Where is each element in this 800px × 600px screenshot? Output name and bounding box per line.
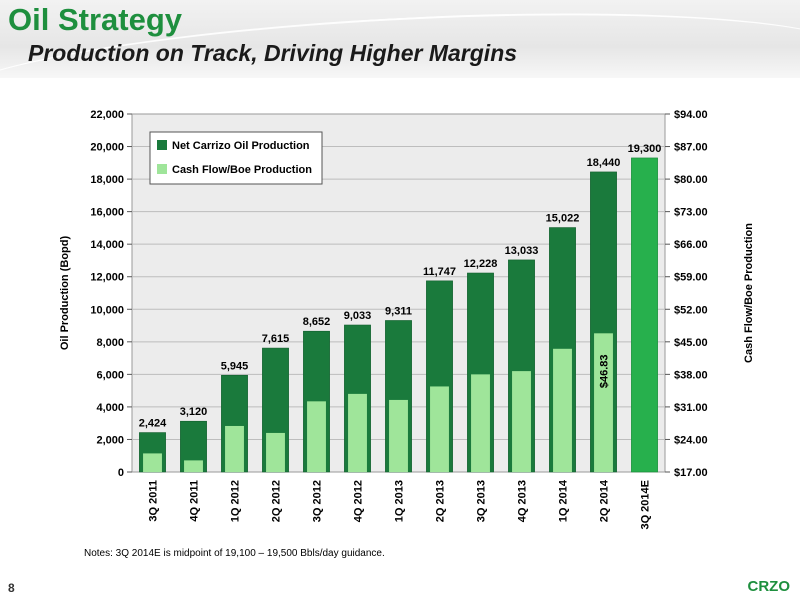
right-tick-label: $45.00 [674,337,708,349]
x-tick-label: 1Q 2013 [394,480,406,522]
x-tick-label: 3Q 2011 [148,480,160,522]
data-label-net-production: 11,747 [423,266,456,278]
bar-cash-flow [430,386,449,472]
data-label-net-production: 2,424 [139,418,167,430]
right-tick-label: $31.00 [674,402,708,414]
data-label-net-production: 18,440 [587,157,621,169]
legend-box [149,131,323,185]
right-axis-ticks: $17.00 $24.00 $31.00 $38.00 $45.00 $52.00 $59.… [665,109,708,479]
right-tick-label: $17.00 [674,467,708,479]
legend-swatch-net-production [157,140,167,150]
data-label-net-production: 15,022 [546,213,580,225]
brand-logo: CRZO [747,578,791,595]
right-tick-label: $87.00 [674,142,708,154]
x-tick-label: 1Q 2014 [558,479,570,522]
x-tick-label: 2Q 2014 [599,479,611,522]
bar-cash-flow [471,374,490,472]
data-label-cash-flow: $46.83 [599,354,611,388]
legend-swatch-cash-flow [157,164,167,174]
x-tick-label: 4Q 2013 [517,480,529,522]
x-tick-label: 3Q 2014E [640,480,652,530]
bar-cash-flow [266,432,285,472]
data-label-net-production: 9,311 [385,305,412,317]
page-subtitle: Production on Track, Driving Higher Marg… [28,40,518,66]
bar-cash-flow [594,333,613,472]
x-tick-label: 2Q 2013 [435,480,447,522]
x-axis-ticks: 3Q 2011 4Q 2011 1Q 2012 2Q 2012 3Q 2012 4Q 20… [148,479,652,529]
x-tick-label: 1Q 2012 [230,480,242,522]
data-label-net-production: 19,300 [628,143,662,155]
left-axis-label: Oil Production (Bopd) [59,236,71,351]
data-label-net-production: 8,652 [303,316,331,328]
x-tick-label: 4Q 2011 [189,480,201,522]
page-title: Oil Strategy [8,2,182,37]
left-tick-label: 0 [118,467,124,479]
bar-cash-flow [553,348,572,472]
left-tick-label: 10,000 [90,304,124,316]
x-tick-label: 4Q 2012 [353,480,365,522]
data-labels: 2,424 3,120 5,945 7,615 8,652 9,033 9,311 11,74… [139,143,662,430]
left-tick-label: 8,000 [96,337,124,349]
left-tick-label: 20,000 [90,142,124,154]
data-label-net-production: 5,945 [221,360,249,372]
legend: Net Carrizo Oil Production Cash Flow/Boe… [149,131,323,185]
bars [139,157,658,473]
left-tick-label: 4,000 [96,402,124,414]
legend-label-net-production: Net Carrizo Oil Production [172,140,310,152]
x-tick-label: 2Q 2012 [271,480,283,522]
right-tick-label: $52.00 [674,304,708,316]
left-axis-ticks: 0 2,000 4,000 6,000 8,000 10,000 12,000 14,000 1… [90,109,132,479]
data-label-net-production: 3,120 [180,406,208,418]
data-label-net-production: 9,033 [344,310,372,322]
left-tick-label: 12,000 [90,272,124,284]
data-label-net-production: 12,228 [464,258,498,270]
notes: Notes: 3Q 2014E is midpoint of 19,100 – … [84,548,385,559]
right-axis-label: Cash Flow/Boe Production [743,223,755,363]
x-tick-label: 3Q 2013 [476,480,488,522]
left-tick-label: 14,000 [90,239,124,251]
bar-net-production [631,157,658,473]
x-tick-label: 3Q 2012 [312,480,324,522]
bar-cash-flow [225,425,244,472]
left-tick-label: 16,000 [90,207,124,219]
data-label-net-production: 7,615 [262,333,290,345]
bar-cash-flow [348,393,367,472]
bar-cash-flow [143,453,162,472]
bar-cash-flow [512,371,531,472]
right-tick-label: $38.00 [674,369,708,381]
bar-cash-flow [389,399,408,472]
data-label-net-production: 13,033 [505,245,539,257]
left-tick-label: 2,000 [96,434,124,446]
bar-cash-flow [307,401,326,472]
legend-label-cash-flow: Cash Flow/Boe Production [172,164,312,176]
right-tick-label: $94.00 [674,109,708,121]
left-tick-label: 18,000 [90,174,124,186]
slide-number: 8 [8,581,15,595]
right-tick-label: $59.00 [674,272,708,284]
bar-cash-flow [184,460,203,472]
oil-production-chart: 2,424 3,120 5,945 7,615 8,652 9,033 9,311 11,74… [59,109,755,530]
header: Oil Strategy Production on Track, Drivin… [0,0,800,78]
left-tick-label: 22,000 [90,109,124,121]
right-tick-label: $24.00 [674,434,708,446]
right-tick-label: $66.00 [674,239,708,251]
right-tick-label: $73.00 [674,207,708,219]
left-tick-label: 6,000 [96,369,124,381]
right-tick-label: $80.00 [674,174,708,186]
